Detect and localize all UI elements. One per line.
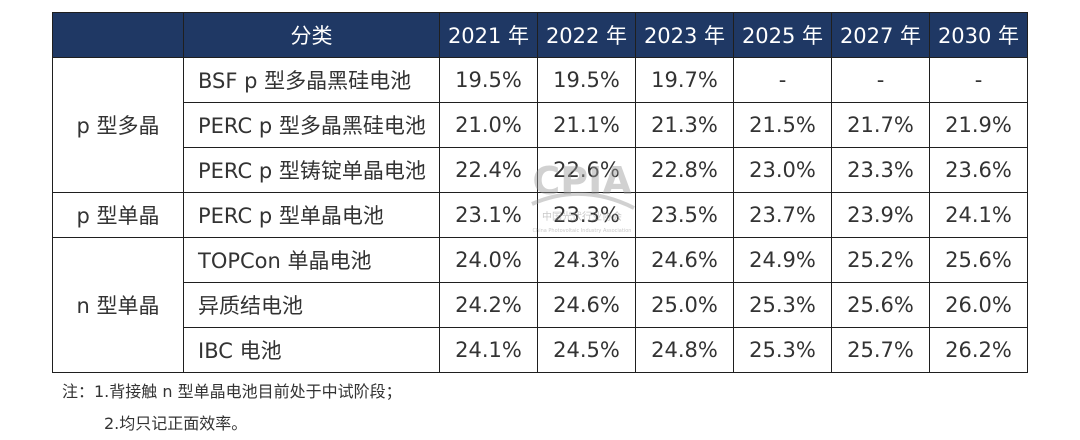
value-cell: - [929,57,1028,103]
value-cell: 26.2% [929,327,1028,373]
value-cell: 23.3% [831,147,930,193]
value-cell: - [831,57,930,103]
header-year: 2021 年 [439,12,538,58]
note-line-1: 注：1.背接触 n 型单晶电池目前处于中试阶段； [62,382,402,401]
value-cell: 25.6% [929,237,1028,283]
table-row: PERC p 型多晶黑硅电池 21.0% 21.1% 21.3% 21.5% 2… [53,102,1028,148]
note-line-2: 2.均只记正面效率。 [104,414,248,433]
value-cell: 21.3% [635,102,734,148]
value-cell: 23.5% [635,192,734,238]
table-row: n 型单晶 TOPCon 单晶电池 24.0% 24.3% 24.6% 24.9… [52,237,1028,373]
value-cell: 21.9% [929,102,1028,148]
value-cell: 19.5% [439,57,538,103]
header-year: 2023 年 [635,12,734,58]
table-row: IBC 电池 24.1% 24.5% 24.8% 25.3% 25.7% 26.… [53,327,1028,373]
value-cell: 24.1% [929,192,1028,238]
table-notes: 注：1.背接触 n 型单晶电池目前处于中试阶段； 2.均只记正面效率。 [62,376,402,440]
value-cell: 26.0% [929,282,1028,328]
value-cell: - [733,57,832,103]
value-cell: 25.0% [635,282,734,328]
value-cell: 24.9% [733,237,832,283]
value-cell: 21.1% [537,102,636,148]
page: 分类 2021 年 2022 年 2023 年 2025 年 2027 年 20… [52,12,1028,433]
value-cell: 25.2% [831,237,930,283]
value-cell: 21.0% [439,102,538,148]
value-cell: 25.6% [831,282,930,328]
value-cell: 23.0% [733,147,832,193]
header-category: 分类 [183,12,440,58]
value-cell: 25.3% [733,327,832,373]
value-cell: 23.9% [831,192,930,238]
value-cell: 24.1% [439,327,538,373]
category-cell: IBC 电池 [183,327,440,373]
group-cell: n 型单晶 [52,237,184,373]
value-cell: 24.5% [537,327,636,373]
group-cell: p 型单晶 [52,192,184,238]
value-cell: 24.0% [439,237,538,283]
table-header-row: 分类 2021 年 2022 年 2023 年 2025 年 2027 年 20… [52,12,1028,58]
value-cell: 23.1% [439,192,538,238]
header-year: 2022 年 [537,12,636,58]
value-cell: 24.3% [537,237,636,283]
header-year: 2025 年 [733,12,832,58]
value-cell: 24.8% [635,327,734,373]
value-cell: 24.6% [537,282,636,328]
category-cell: TOPCon 单晶电池 [183,237,440,283]
value-cell: 25.7% [831,327,930,373]
table-row: p 型单晶 PERC p 型单晶电池 23.1% 23.3% 23.5% 23.… [52,192,1028,238]
value-cell: 22.8% [635,147,734,193]
table-row: 异质结电池 24.2% 24.6% 25.0% 25.3% 25.6% 26.0… [53,282,1028,328]
header-year: 2027 年 [831,12,930,58]
header-year: 2030 年 [929,12,1028,58]
efficiency-table: 分类 2021 年 2022 年 2023 年 2025 年 2027 年 20… [52,12,1028,373]
category-cell: BSF p 型多晶黑硅电池 [183,57,440,103]
value-cell: 23.7% [733,192,832,238]
value-cell: 22.4% [439,147,538,193]
value-cell: 21.7% [831,102,930,148]
value-cell: 24.6% [635,237,734,283]
category-cell: PERC p 型单晶电池 [183,192,440,238]
category-cell: PERC p 型多晶黑硅电池 [183,102,440,148]
value-cell: 23.6% [929,147,1028,193]
category-cell: 异质结电池 [183,282,440,328]
value-cell: 22.6% [537,147,636,193]
group-cell: p 型多晶 [52,57,184,193]
value-cell: 19.7% [635,57,734,103]
value-cell: 25.3% [733,282,832,328]
value-cell: 19.5% [537,57,636,103]
header-blank-cell [52,12,184,58]
value-cell: 24.2% [439,282,538,328]
table-row: PERC p 型铸锭单晶电池 22.4% 22.6% 22.8% 23.0% 2… [53,147,1028,193]
table-row: p 型多晶 BSF p 型多晶黑硅电池 19.5% 19.5% 19.7% - … [52,57,1028,193]
category-cell: PERC p 型铸锭单晶电池 [183,147,440,193]
value-cell: 21.5% [733,102,832,148]
value-cell: 23.3% [537,192,636,238]
